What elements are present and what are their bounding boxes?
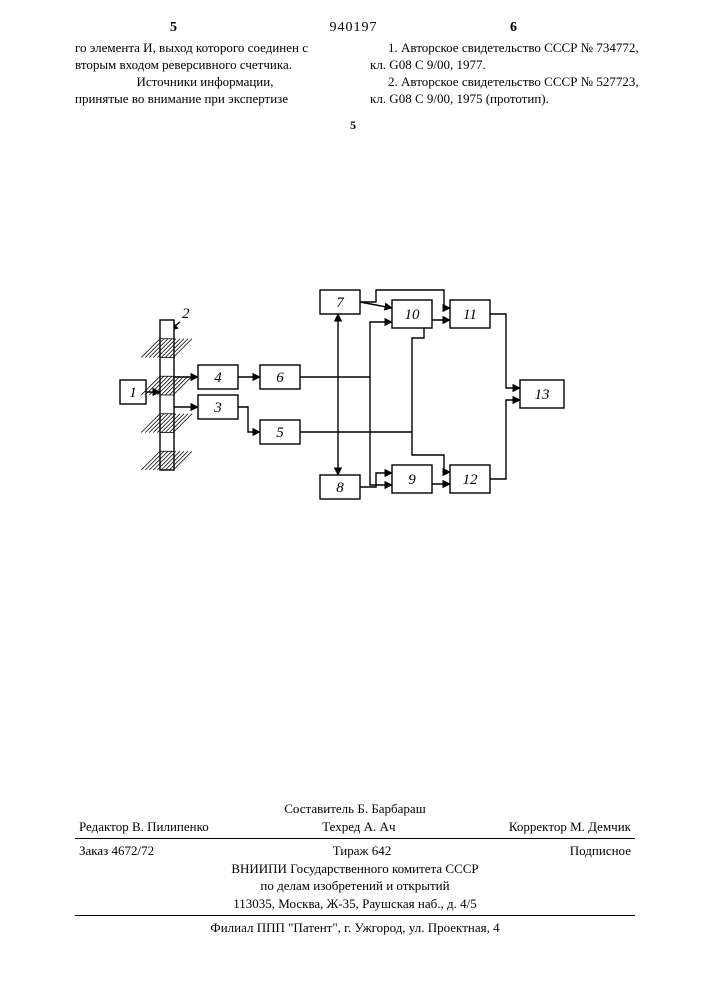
techred: Техред А. Ач: [322, 818, 395, 836]
sources-head: Источники информации,: [75, 74, 335, 91]
svg-text:8: 8: [336, 480, 344, 496]
svg-text:1: 1: [129, 385, 137, 401]
left-column: го элемента И, выход которого соединен с…: [75, 40, 335, 108]
right-column: 1. Авторское свидетельство СССР № 734772…: [370, 40, 650, 108]
ref-1: 1. Авторское свидетельство СССР № 734772…: [370, 40, 650, 74]
org-line2: по делам изобретений и открытий: [75, 877, 635, 895]
svg-text:4: 4: [214, 370, 222, 386]
compiler: Составитель Б. Барбараш: [75, 800, 635, 818]
svg-text:11: 11: [463, 307, 477, 323]
svg-text:9: 9: [408, 472, 416, 488]
filial: Филиал ППП "Патент", г. Ужгород, ул. Про…: [75, 919, 635, 937]
divider: [75, 838, 635, 839]
addr1: 113035, Москва, Ж-35, Раушская наб., д. …: [75, 895, 635, 913]
svg-text:10: 10: [405, 307, 421, 323]
tirazh: Тираж 642: [333, 842, 392, 860]
left-p2: принятые во внимание при экспертизе: [75, 91, 335, 108]
line-marker-5: 5: [350, 118, 356, 133]
order: Заказ 4672/72: [79, 842, 154, 860]
podpis: Подписное: [570, 842, 631, 860]
block-diagram: 12436571011891213: [110, 260, 600, 520]
corrector: Корректор М. Демчик: [509, 818, 631, 836]
svg-text:12: 12: [463, 472, 479, 488]
svg-text:3: 3: [213, 400, 222, 416]
footer: Составитель Б. Барбараш Редактор В. Пили…: [75, 800, 635, 937]
svg-text:2: 2: [182, 306, 190, 322]
doc-number: 940197: [0, 20, 707, 36]
left-p1: го элемента И, выход которого соединен с…: [75, 40, 335, 74]
editor: Редактор В. Пилипенко: [79, 818, 209, 836]
svg-text:6: 6: [276, 370, 284, 386]
divider: [75, 915, 635, 916]
svg-text:5: 5: [276, 425, 284, 441]
ref-2: 2. Авторское свидетельство СССР № 527723…: [370, 74, 650, 108]
org-line1: ВНИИПИ Государственного комитета СССР: [75, 860, 635, 878]
col-num-right: 6: [510, 20, 517, 36]
svg-text:13: 13: [535, 387, 550, 403]
